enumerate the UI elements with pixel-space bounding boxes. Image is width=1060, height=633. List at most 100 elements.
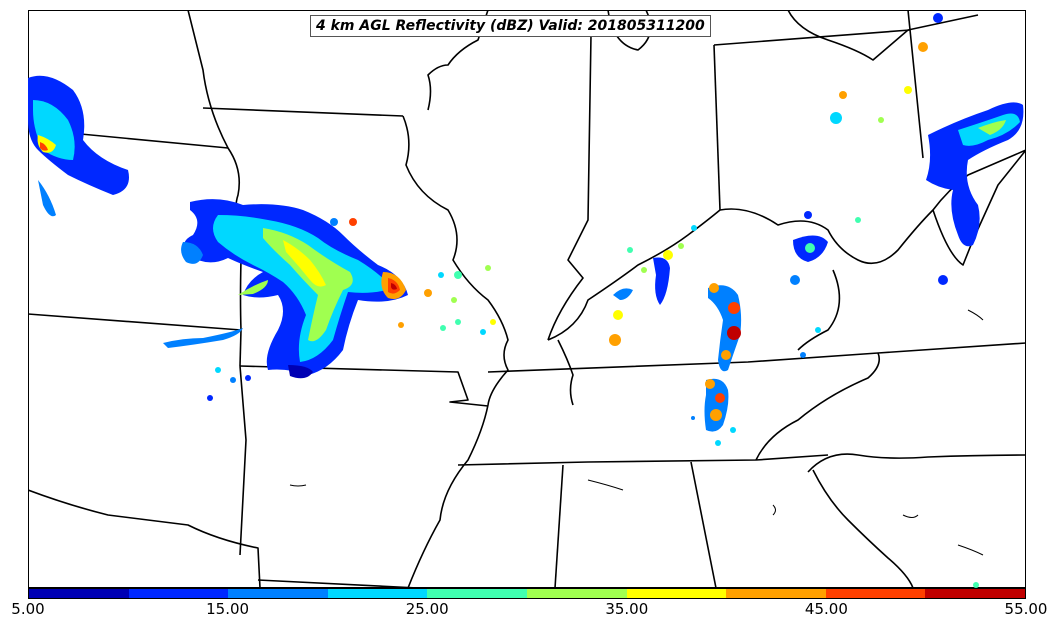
echo-in-line [653, 257, 670, 305]
border-tn-nc [755, 352, 881, 461]
echo-cell [663, 250, 673, 260]
echo-cell [730, 427, 736, 433]
echo-nebraska [28, 75, 129, 195]
colorbar-tick-label: 45.00 [804, 600, 848, 618]
border-mo-ar [239, 365, 489, 407]
border-ms-al [554, 464, 564, 588]
echo-mcs-bottom-cell [288, 365, 313, 379]
colorbar-segment [327, 589, 428, 598]
echo-cell [485, 265, 491, 271]
echo-cell [933, 13, 943, 23]
echo-cell [804, 211, 812, 219]
echo-cell [973, 582, 979, 588]
echo-mcs-cyan [213, 215, 393, 362]
echo-cell [398, 322, 404, 328]
border-ok-ar [239, 365, 247, 556]
border-la-ar [257, 579, 419, 588]
border-oh-mi [713, 29, 911, 46]
echo-cell [938, 275, 948, 285]
echo-cell [721, 350, 731, 360]
echo-cell [451, 297, 457, 303]
echo-cell [839, 91, 847, 99]
echo-wv-band [926, 102, 1024, 247]
echo-cell [678, 243, 684, 249]
border-ky-tn [487, 342, 1026, 373]
echo-cell [805, 243, 815, 253]
echo-cell [705, 379, 715, 389]
colorbar-segment [526, 589, 627, 598]
lakes-and-rivers [289, 309, 984, 556]
echo-cell [330, 218, 338, 226]
colorbar-segment [726, 589, 826, 598]
colorbar-tick-label: 25.00 [405, 600, 449, 618]
colorbar-segment [626, 589, 727, 598]
echo-cell [641, 267, 647, 273]
echo-mcs-green [263, 228, 353, 342]
echo-in-cluster [613, 288, 633, 300]
border-tx-ok-red-river [28, 489, 261, 588]
echo-cell [349, 218, 357, 226]
echo-cell [480, 329, 486, 335]
echo-nebraska-max [40, 142, 48, 151]
mississippi-river [402, 115, 509, 588]
echo-cell [609, 334, 621, 346]
border-ks-mo [239, 329, 242, 367]
echo-cell [691, 416, 695, 420]
echo-cell [613, 310, 623, 320]
echo-cell [815, 327, 821, 333]
echo-mcs-west-cell [181, 242, 203, 264]
echo-cell [878, 117, 884, 123]
echo-nebraska-tail [38, 180, 56, 217]
colorbar-tick-label: 55.00 [1004, 600, 1048, 618]
map-title: 4 km AGL Reflectivity (dBZ) Valid: 20180… [310, 15, 711, 37]
border-ga-sc [812, 469, 914, 588]
colorbar-segment [228, 589, 328, 598]
lake-erie [787, 10, 979, 61]
colorbar-segment [128, 589, 229, 598]
colorbar-segment [825, 589, 926, 598]
tn-river [557, 339, 574, 406]
border-al-ga [690, 461, 717, 588]
border-tn-south [457, 454, 829, 466]
map-canvas [28, 10, 1026, 588]
echo-cell [918, 42, 928, 52]
colorbar-segment [427, 589, 527, 598]
echo-cell [438, 272, 444, 278]
border-il-in [547, 34, 592, 341]
echo-cell [627, 247, 633, 253]
echo-cell-elong [163, 328, 243, 348]
colorbar-tick-label: 5.00 [11, 600, 45, 618]
colorbar-segment [29, 589, 129, 598]
echo-mcs-yellow [283, 240, 326, 287]
border-mo-river [187, 10, 248, 331]
border-ky-wv [797, 269, 841, 351]
border-wv-va [932, 149, 1026, 266]
echo-cell-elong [238, 280, 268, 295]
border-nc-sc [807, 453, 1026, 473]
echo-cell [424, 289, 432, 297]
echo-cell [800, 352, 806, 358]
ohio-river [547, 149, 1026, 341]
echo-cell [454, 271, 462, 279]
echo-mcs-core-max [391, 283, 397, 290]
border-ia-mo [202, 107, 404, 117]
echo-cell [440, 325, 446, 331]
map-frame [28, 10, 1026, 588]
echo-cell [245, 375, 251, 381]
echo-cell [691, 225, 697, 231]
echo-cell [855, 217, 861, 223]
echo-cell [727, 326, 741, 340]
echo-cell [830, 112, 842, 124]
echo-ky-line-lower [704, 378, 729, 432]
echo-cell [230, 377, 236, 383]
colorbar-tick-label: 15.00 [206, 600, 250, 618]
echo-cell [790, 275, 800, 285]
echo-wv-band-green [978, 120, 1006, 135]
border-in-oh [713, 44, 721, 211]
colorbar-segment [925, 589, 1025, 598]
echo-cell [728, 302, 740, 314]
echo-cell [710, 409, 722, 421]
echo-cell [455, 319, 461, 325]
border-ks-ok [28, 313, 242, 331]
border-il-wi [427, 10, 489, 111]
